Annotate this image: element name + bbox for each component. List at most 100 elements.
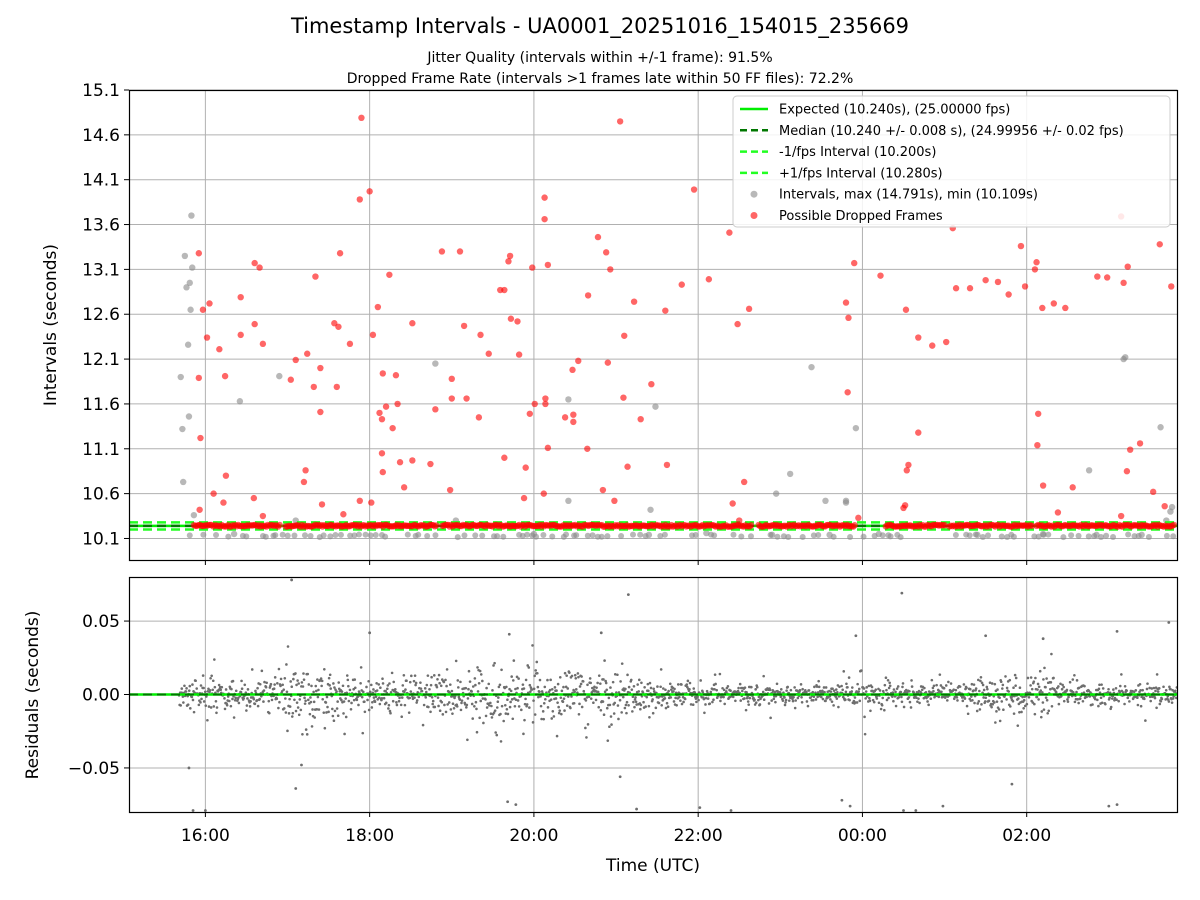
residual-point xyxy=(512,659,516,662)
residual-point xyxy=(767,702,771,705)
residual-point xyxy=(992,701,996,704)
intervals-ytick-label: 11.1 xyxy=(82,440,120,460)
residual-point xyxy=(940,690,943,694)
dropped-frame-point xyxy=(844,389,851,396)
residual-point xyxy=(820,695,823,699)
residual-point xyxy=(1018,686,1022,690)
legend-label: Expected (10.240s), (25.00000 fps) xyxy=(779,103,1010,118)
interval-point xyxy=(183,284,190,291)
residual-point xyxy=(467,669,471,673)
residual-point xyxy=(534,669,538,672)
interval-point xyxy=(768,531,776,539)
residual-point xyxy=(750,685,753,689)
residual-point xyxy=(834,695,838,698)
residual-point xyxy=(344,715,348,719)
dropped-frame-point xyxy=(199,306,207,313)
residual-point xyxy=(359,681,362,685)
dropped-frame-point xyxy=(1170,521,1178,529)
residual-point xyxy=(904,688,908,692)
dropped-frame-point xyxy=(648,380,655,388)
residual-point xyxy=(284,697,287,700)
residual-point xyxy=(372,688,375,691)
residual-point xyxy=(842,670,846,673)
residual-point xyxy=(347,699,351,703)
residual-point xyxy=(558,709,562,712)
residual-point xyxy=(634,700,638,704)
residual-point xyxy=(652,687,655,691)
residual-point xyxy=(398,696,401,700)
dropped-frame-point xyxy=(544,444,552,452)
residual-point xyxy=(299,708,303,712)
residual-point xyxy=(869,709,872,713)
residual-point xyxy=(589,681,593,685)
dropped-frame-point xyxy=(195,250,203,257)
residual-point xyxy=(615,691,618,694)
residual-point xyxy=(670,688,673,691)
interval-point xyxy=(549,533,556,540)
interval-point xyxy=(180,478,187,486)
residual-point xyxy=(495,706,499,709)
residual-point xyxy=(287,712,291,715)
residual-point xyxy=(234,696,237,700)
residual-point xyxy=(1115,698,1118,702)
residual-point xyxy=(640,681,643,685)
residual-point xyxy=(336,700,339,703)
residual-point xyxy=(546,678,549,682)
dropped-frame-point xyxy=(542,395,549,402)
residual-point xyxy=(1037,685,1041,689)
dropped-frame-point xyxy=(877,272,884,279)
residual-point xyxy=(1121,691,1125,694)
residual-point xyxy=(895,687,899,690)
residual-point xyxy=(386,687,389,691)
interval-point xyxy=(382,533,389,540)
residual-point xyxy=(1076,698,1079,701)
dropped-frame-point xyxy=(1103,274,1111,281)
dropped-frame-point xyxy=(318,501,326,508)
interval-point xyxy=(327,533,334,540)
residual-point xyxy=(1106,691,1110,694)
residual-point xyxy=(429,710,432,714)
residuals-y-axis-label: Residuals (seconds) xyxy=(23,611,43,780)
residual-point xyxy=(355,698,359,702)
residual-point xyxy=(493,661,496,665)
residual-point xyxy=(850,686,854,689)
residual-point xyxy=(1083,684,1086,688)
residual-point xyxy=(850,690,854,693)
residual-point xyxy=(665,701,669,705)
residual-point xyxy=(1173,689,1177,693)
residual-point xyxy=(1109,705,1113,709)
residual-point xyxy=(704,696,708,700)
residual-point xyxy=(516,699,520,702)
residual-point xyxy=(844,698,847,702)
interval-point xyxy=(1060,534,1067,541)
residual-point xyxy=(944,684,948,687)
residual-point xyxy=(281,683,284,687)
residual-point xyxy=(363,700,366,704)
residual-point xyxy=(1093,697,1097,701)
residual-point xyxy=(395,703,399,707)
residual-point xyxy=(294,709,298,713)
residual-point xyxy=(314,684,318,688)
residual-point xyxy=(279,684,282,688)
residual-point xyxy=(248,705,252,708)
residual-point xyxy=(688,687,691,691)
residual-point xyxy=(617,717,620,721)
residual-point xyxy=(250,668,254,671)
dropped-frame-point xyxy=(460,322,468,330)
dropped-frame-point xyxy=(446,486,454,494)
residual-point xyxy=(863,732,867,736)
residual-point xyxy=(816,691,820,694)
residual-point xyxy=(450,689,454,693)
interval-point xyxy=(647,506,654,513)
residual-point xyxy=(459,708,463,712)
residual-point xyxy=(990,705,993,709)
residual-point xyxy=(233,698,237,702)
residual-point xyxy=(595,686,598,689)
residual-point xyxy=(1162,685,1165,689)
residual-point xyxy=(476,690,480,693)
residual-point xyxy=(926,700,929,703)
interval-point xyxy=(236,398,244,405)
residual-point xyxy=(369,683,373,687)
residual-point xyxy=(637,678,641,682)
